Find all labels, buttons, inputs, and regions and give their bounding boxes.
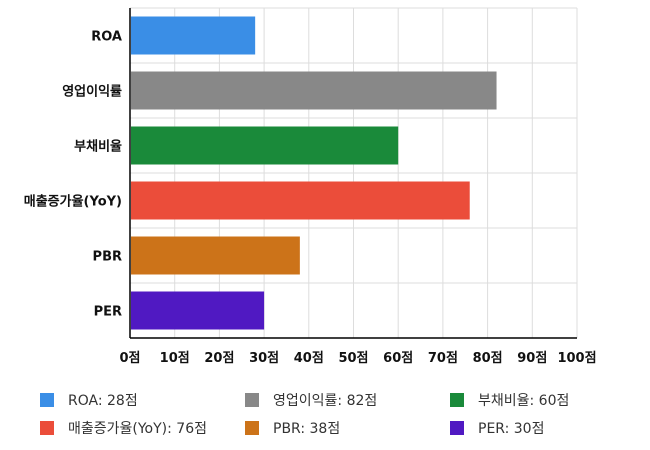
legend-item: PBR: 38점: [245, 418, 450, 438]
x-tick-labels: 0점 10점 20점 30점 40점 50점 60점 70점 80점 90점 100점: [119, 351, 596, 366]
legend-swatch: [450, 421, 464, 435]
legend-swatch: [245, 421, 259, 435]
x-tick-label: 30점: [249, 351, 279, 366]
legend-label: 영업이익률: 82점: [273, 393, 378, 409]
category-label: 부채비율: [74, 139, 122, 155]
legend-label: 매출증가율(YoY): 76점: [68, 421, 207, 437]
axes: [129, 8, 577, 339]
bars: [131, 16, 497, 330]
legend-item: 영업이익률: 82점: [245, 390, 450, 410]
x-tick-label: 40점: [294, 351, 324, 366]
legend-label: PBR: 38점: [273, 421, 341, 437]
legend-label: ROA: 28점: [68, 393, 138, 409]
bar: [131, 71, 497, 110]
x-tick-label: 0점: [119, 351, 140, 366]
gridlines: [129, 7, 578, 339]
legend-swatch: [40, 421, 54, 435]
category-label: 매출증가율(YoY): [24, 194, 122, 210]
x-tick-label: 70점: [428, 351, 458, 366]
category-label: ROA: [91, 30, 122, 45]
bar: [131, 126, 399, 165]
bar: [131, 236, 300, 275]
legend-item: 부채비율: 60점: [450, 390, 620, 410]
legend-item: 매출증가율(YoY): 76점: [40, 418, 245, 438]
x-tick-label: 20점: [204, 351, 234, 366]
bar: [131, 181, 470, 220]
x-tick-label: 10점: [160, 351, 190, 366]
legend-label: 부채비율: 60점: [478, 393, 570, 409]
x-tick-label: 100점: [557, 351, 596, 366]
x-tick-label: 50점: [338, 351, 368, 366]
category-label: 영업이익률: [62, 84, 122, 100]
legend-swatch: [245, 393, 259, 407]
legend-swatch: [40, 393, 54, 407]
category-label: PER: [94, 305, 122, 320]
category-label: PBR: [93, 250, 122, 265]
x-tick-label: 60점: [383, 351, 413, 366]
legend-swatch: [450, 393, 464, 407]
x-tick-label: 90점: [517, 351, 547, 366]
bar: [131, 16, 256, 55]
legend-item: ROA: 28점: [40, 390, 245, 410]
bar: [131, 291, 265, 330]
legend-label: PER: 30점: [478, 421, 545, 437]
legend-item: PER: 30점: [450, 418, 620, 438]
x-tick-label: 80점: [473, 351, 503, 366]
